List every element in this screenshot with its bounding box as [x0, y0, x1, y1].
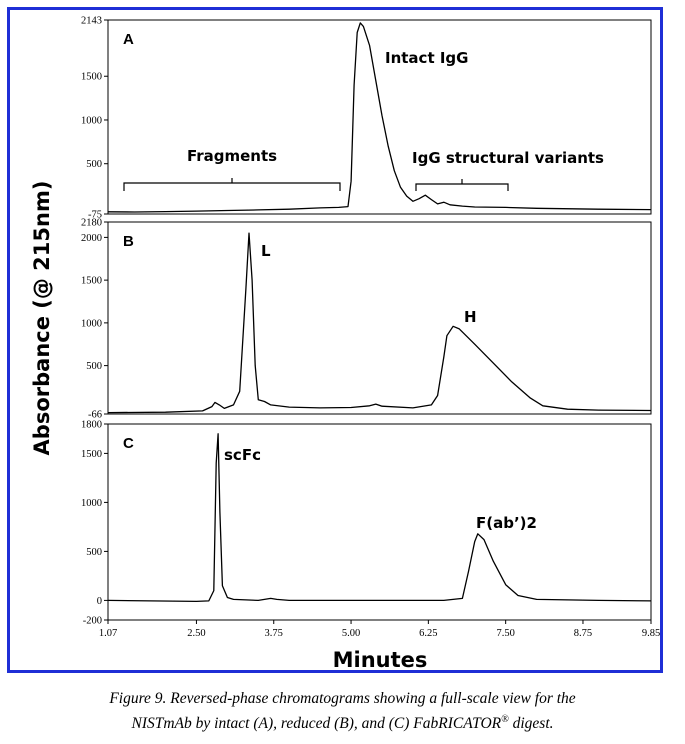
caption-line-2-main: NISTmAb by intact (A), reduced (B), and …: [131, 715, 502, 733]
caption-line-2-end: digest.: [508, 715, 554, 733]
annotation-igg-structural-variants: IgG structural variants: [412, 149, 604, 167]
panel-c-ytick-label: 1500: [81, 449, 102, 460]
y-axis-title: Absorbance (@ 215nm): [30, 181, 54, 456]
panel-b-ytick-label: 2000: [81, 233, 102, 244]
bracket-igg-structural-variants: [415, 179, 509, 191]
panel-c-ytick-label: 1000: [81, 498, 102, 509]
panel-a-ytick-label: -75: [88, 210, 102, 221]
panel-a-ytick-label: 1000: [81, 115, 102, 126]
xtick-label: 3.75: [265, 628, 283, 639]
panel-b-frame: [107, 221, 652, 415]
annotation-l: L: [261, 242, 271, 260]
panel-b-ytick-label: 2180: [81, 218, 102, 229]
xtick-label: 7.50: [496, 628, 514, 639]
x-axis-title: Minutes: [333, 648, 428, 672]
xtick-label: 1.07: [99, 628, 117, 639]
bracket-fragments: [123, 178, 341, 191]
panel-c-ytick-label: 0: [97, 596, 102, 607]
annotation-scfc: scFc: [224, 446, 261, 464]
xtick-label: 6.25: [419, 628, 437, 639]
annotation-fragments: Fragments: [187, 147, 277, 165]
panel-a-ytick-label: 500: [86, 159, 102, 170]
panel-b-ytick-label: -66: [88, 410, 102, 421]
panel-a-ytick-label: 2143: [81, 16, 102, 27]
panel-b-ytick-label: 1500: [81, 276, 102, 287]
annotation-h: H: [464, 308, 477, 326]
panel-b-ytick-label: 500: [86, 361, 102, 372]
caption-line-2: NISTmAb by intact (A), reduced (B), and …: [0, 709, 685, 734]
panel-c-ytick-label: 500: [86, 547, 102, 558]
panel-c-frame: [107, 423, 652, 621]
caption-line-1: Figure 9. Reversed-phase chromatograms s…: [109, 690, 576, 707]
panel-a-frame: [107, 19, 652, 215]
panel-c-ytick-label: -200: [83, 616, 102, 627]
annotation-f-ab-2: F(ab’)2: [476, 514, 537, 532]
figure-caption: Figure 9. Reversed-phase chromatograms s…: [0, 688, 685, 734]
panel-c-trace: [107, 433, 652, 603]
figure-frame: [7, 7, 663, 673]
caption-registered-mark: ®: [501, 714, 509, 725]
panel-a-label: A: [123, 31, 134, 48]
xtick-label: 8.75: [574, 628, 592, 639]
xtick-label: 9.85: [642, 628, 660, 639]
panel-b-trace: [107, 232, 652, 414]
panel-c-ytick-label: 1800: [81, 420, 102, 431]
panel-b-ytick-label: 1000: [81, 318, 102, 329]
panel-a-ytick-label: 1500: [81, 72, 102, 83]
annotation-intact-igg: Intact IgG: [385, 49, 468, 67]
panel-a-trace: [107, 22, 652, 213]
panel-b-label: B: [123, 233, 134, 250]
xtick-label: 2.50: [187, 628, 205, 639]
panel-c-label: C: [123, 435, 134, 452]
xtick-label: 5.00: [342, 628, 360, 639]
